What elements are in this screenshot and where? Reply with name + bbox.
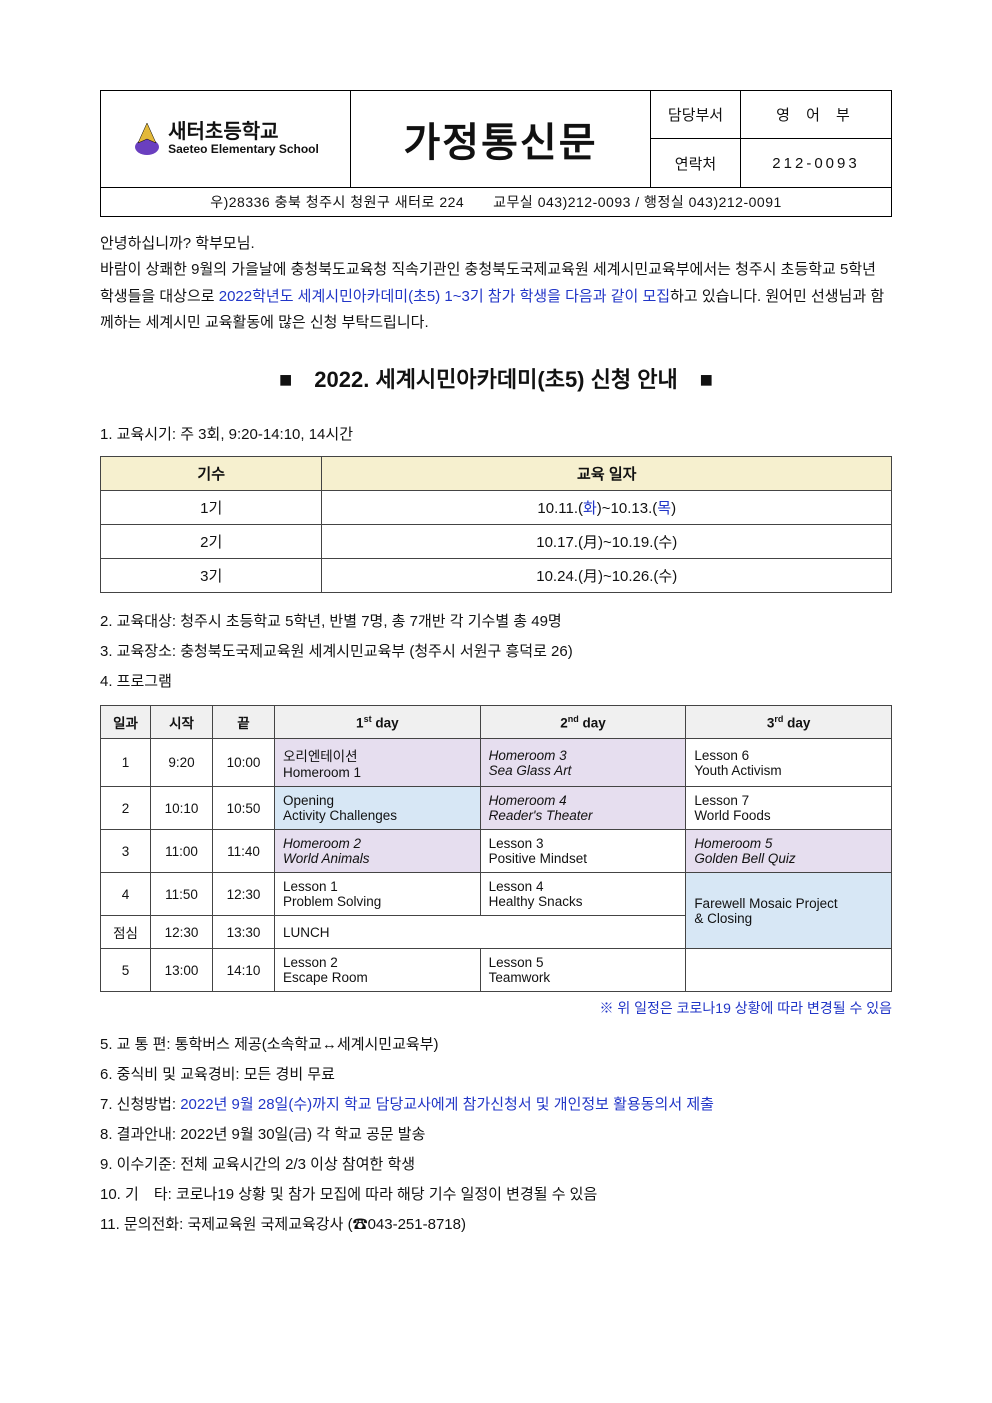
prog-cell: Lesson 4Healthy Snacks [480, 873, 686, 916]
letter-header: 새터초등학교 Saeteo Elementary School 가정통신문 담당… [100, 90, 892, 188]
sched-dates: 10.17.(月)~10.19.(수) [322, 525, 892, 559]
prog-cell: Lesson 3Positive Mindset [480, 830, 686, 873]
schedule-disclaimer: ※ 위 일정은 코로나19 상황에 따라 변경될 수 있음 [100, 998, 892, 1018]
prog-period: 1 [101, 739, 151, 787]
dept-value: 영 어 부 [741, 91, 891, 139]
prog-row: 19:2010:00오리엔테이션Homeroom 1Homeroom 3Sea … [101, 739, 892, 787]
prog-row: 513:0014:10Lesson 2Escape RoomLesson 5Te… [101, 949, 892, 992]
sched-header-cohort: 기수 [101, 457, 322, 491]
sched-row: 2기10.17.(月)~10.19.(수) [101, 525, 892, 559]
prog-end: 10:50 [213, 787, 275, 830]
address-line: 우)28336 충북 청주시 청원구 새터로 224 교무실 043)212-0… [100, 188, 892, 217]
sched-cohort: 3기 [101, 559, 322, 593]
school-block: 새터초등학교 Saeteo Elementary School [101, 91, 351, 187]
school-logo-icon [132, 121, 162, 157]
info-item-3: 3. 교육장소: 충청북도국제교육원 세계시민교육부 (청주시 서원구 흥덕로 … [100, 637, 892, 667]
prog-end: 14:10 [213, 949, 275, 992]
prog-cell: OpeningActivity Challenges [275, 787, 481, 830]
prog-cell: Homeroom 4Reader's Theater [480, 787, 686, 830]
document-title: 가정통신문 [351, 91, 651, 187]
prog-end: 12:30 [213, 873, 275, 916]
prog-h-end: 끝 [213, 706, 275, 739]
prog-period: 점심 [101, 916, 151, 949]
prog-cell: Lesson 5Teamwork [480, 949, 686, 992]
info-item-1: 1. 교육시기: 주 3회, 9:20-14:10, 14시간 [100, 420, 892, 450]
sched-cohort: 1기 [101, 491, 322, 525]
prog-row: 311:0011:40Homeroom 2World AnimalsLesson… [101, 830, 892, 873]
prog-end: 10:00 [213, 739, 275, 787]
info-item-10: 10. 기 타: 코로나19 상황 및 참가 모집에 따라 해당 기수 일정이 … [100, 1180, 892, 1210]
section-title: ■ 2022. 세계시민아카데미(초5) 신청 안내 ■ [100, 362, 892, 394]
cohort-schedule-table: 기수 교육 일자 1기10.11.(화)~10.13.(목)2기10.17.(月… [100, 456, 892, 593]
program-table: 일과 시작 끝 1st day 2nd day 3rd day 19:2010:… [100, 705, 892, 992]
sched-cohort: 2기 [101, 525, 322, 559]
prog-period: 5 [101, 949, 151, 992]
info-item-5: 5. 교 통 편: 통학버스 제공(소속학교↔세계시민교육부) [100, 1030, 892, 1060]
sched-row: 3기10.24.(月)~10.26.(수) [101, 559, 892, 593]
info-item-2: 2. 교육대상: 청주시 초등학교 5학년, 반별 7명, 총 7개반 각 기수… [100, 607, 892, 637]
intro-line1: 안녕하십니까? 학부모님. [100, 231, 892, 257]
sched-row: 1기10.11.(화)~10.13.(목) [101, 491, 892, 525]
prog-period: 3 [101, 830, 151, 873]
prog-h-day1: 1st day [275, 706, 481, 739]
prog-cell: Homeroom 2World Animals [275, 830, 481, 873]
intro-paragraph: 안녕하십니까? 학부모님. 바람이 상쾌한 9월의 가을날에 충청북도교육청 직… [100, 231, 892, 336]
prog-cell [686, 949, 892, 992]
prog-cell: Homeroom 3Sea Glass Art [480, 739, 686, 787]
prog-row: 411:5012:30Lesson 1Problem SolvingLesson… [101, 873, 892, 916]
prog-cell: Homeroom 5Golden Bell Quiz [686, 830, 892, 873]
prog-cell: Farewell Mosaic Project& Closing [686, 873, 892, 949]
prog-cell: Lesson 2Escape Room [275, 949, 481, 992]
info-item-7: 7. 신청방법: 2022년 9월 28일(수)까지 학교 담당교사에게 참가신… [100, 1090, 892, 1120]
prog-end: 13:30 [213, 916, 275, 949]
prog-end: 11:40 [213, 830, 275, 873]
school-name-kr: 새터초등학교 [168, 121, 319, 143]
prog-start: 9:20 [151, 739, 213, 787]
info-item-4: 4. 프로그램 [100, 667, 892, 697]
info-item-11: 11. 문의전화: 국제교육원 국제교육강사 (☎043-251-8718) [100, 1210, 892, 1240]
info-item-8: 8. 결과안내: 2022년 9월 30일(금) 각 학교 공문 발송 [100, 1120, 892, 1150]
school-name-en: Saeteo Elementary School [168, 143, 319, 156]
intro-highlight: 2022학년도 세계시민아카데미(초5) 1~3기 참가 학생을 다음과 같이 … [219, 288, 670, 305]
prog-start: 11:50 [151, 873, 213, 916]
dept-label: 담당부서 [651, 91, 741, 139]
prog-cell: Lesson 7World Foods [686, 787, 892, 830]
prog-row: 210:1010:50OpeningActivity ChallengesHom… [101, 787, 892, 830]
prog-cell: Lesson 6Youth Activism [686, 739, 892, 787]
info-item-9: 9. 이수기준: 전체 교육시간의 2/3 이상 참여한 학생 [100, 1150, 892, 1180]
prog-h-period: 일과 [101, 706, 151, 739]
prog-period: 4 [101, 873, 151, 916]
contact-value: 212-0093 [741, 139, 891, 187]
sched-dates: 10.11.(화)~10.13.(목) [322, 491, 892, 525]
prog-period: 2 [101, 787, 151, 830]
prog-lunch: LUNCH [275, 916, 686, 949]
prog-h-day3: 3rd day [686, 706, 892, 739]
sched-header-dates: 교육 일자 [322, 457, 892, 491]
prog-cell: Lesson 1Problem Solving [275, 873, 481, 916]
prog-start: 11:00 [151, 830, 213, 873]
prog-cell: 오리엔테이션Homeroom 1 [275, 739, 481, 787]
prog-h-day2: 2nd day [480, 706, 686, 739]
prog-start: 10:10 [151, 787, 213, 830]
sched-dates: 10.24.(月)~10.26.(수) [322, 559, 892, 593]
prog-start: 13:00 [151, 949, 213, 992]
info-item-6: 6. 중식비 및 교육경비: 모든 경비 무료 [100, 1060, 892, 1090]
prog-h-start: 시작 [151, 706, 213, 739]
prog-start: 12:30 [151, 916, 213, 949]
contact-label: 연락처 [651, 139, 741, 187]
